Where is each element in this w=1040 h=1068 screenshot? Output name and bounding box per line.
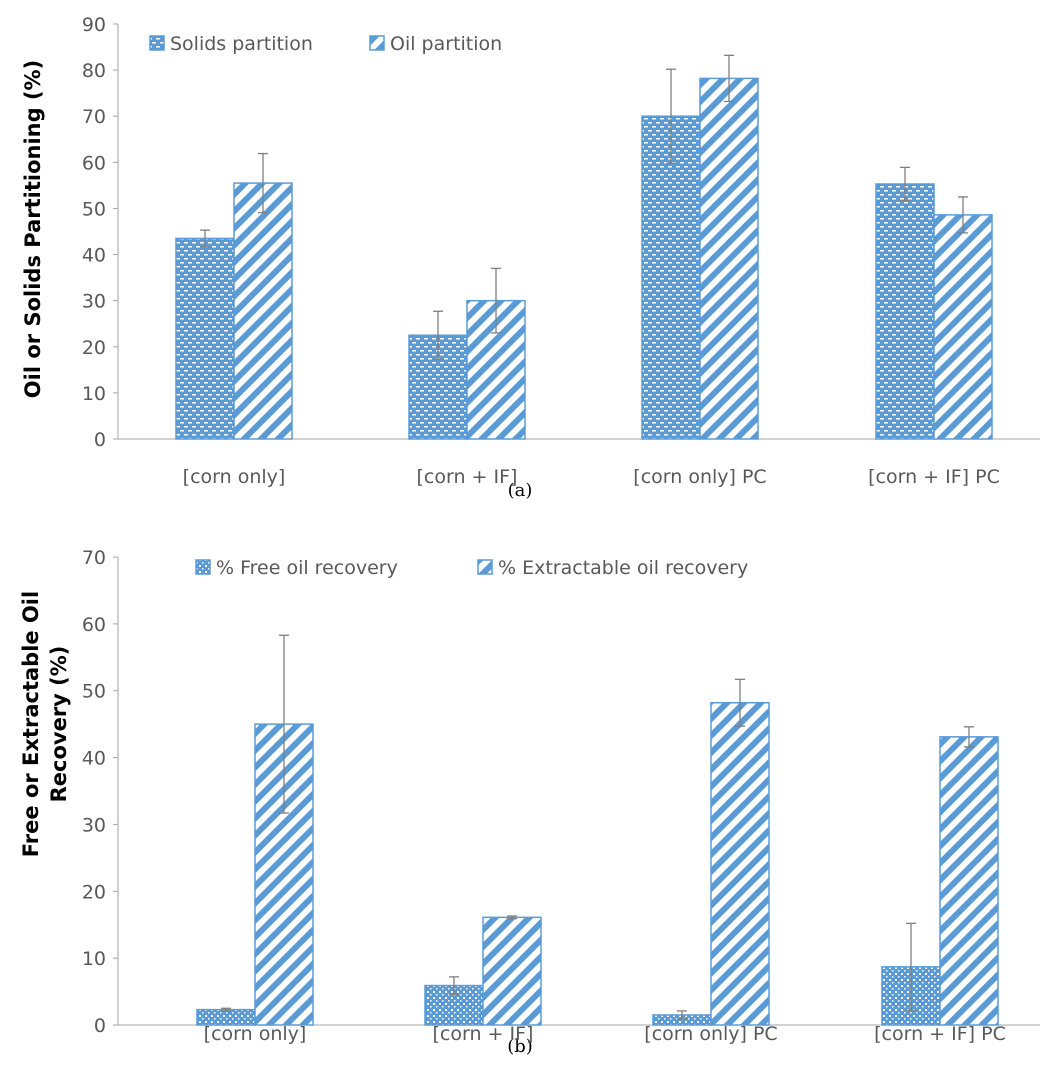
legend-label-solids: Solids partition xyxy=(170,33,313,55)
bar xyxy=(482,916,542,1026)
y-tick-label: 50 xyxy=(82,198,106,220)
x-category-label: [corn only] xyxy=(204,1023,307,1045)
y-tick-label: 40 xyxy=(82,245,106,267)
bar xyxy=(710,701,770,1026)
legend-label-extractable-oil: % Extractable oil recovery xyxy=(498,557,748,579)
y-tick-label: 90 xyxy=(82,14,106,36)
y-tick-label: 50 xyxy=(82,681,106,703)
y-tick-label: 40 xyxy=(82,748,106,770)
x-category-label: [corn + IF] PC xyxy=(874,1023,1006,1045)
y-axis-label-line-1: Free or Extractable Oil xyxy=(19,591,43,857)
bar xyxy=(933,214,993,440)
legend: % Free oil recovery % Extractable oil re… xyxy=(195,557,748,579)
y-axis-label: Oil or Solids Partitioning (%) xyxy=(21,60,45,398)
bar xyxy=(233,182,293,440)
panel-caption: (b) xyxy=(507,1036,533,1057)
bar xyxy=(939,736,999,1026)
y-tick-label: 20 xyxy=(82,881,106,903)
panel-caption: (a) xyxy=(508,480,533,501)
y-tick-label: 30 xyxy=(82,814,106,836)
legend-swatch-solids xyxy=(149,35,165,51)
chart-panel-b: Free or Extractable Oil Recovery (%) % F… xyxy=(19,547,1040,1057)
legend-swatch-oil xyxy=(369,35,385,51)
y-tick-label: 80 xyxy=(82,60,106,82)
x-category-label: [corn only] PC xyxy=(644,1023,777,1045)
bar xyxy=(699,77,759,440)
y-tick-label: 10 xyxy=(82,948,106,970)
y-tick-label: 70 xyxy=(82,547,106,569)
y-tick-label: 60 xyxy=(82,614,106,636)
legend-swatch-free-oil xyxy=(195,559,211,575)
bar xyxy=(175,237,235,440)
x-category-label: [corn + IF] PC xyxy=(868,466,1000,488)
y-tick-label: 20 xyxy=(82,337,106,359)
y-tick-label: 70 xyxy=(82,106,106,128)
legend: Solids partition Oil partition xyxy=(149,33,502,55)
y-tick-label: 0 xyxy=(94,1015,106,1037)
chart-panel-a: Oil or Solids Partitioning (%) Solids pa… xyxy=(21,14,1040,501)
bar xyxy=(466,299,526,440)
y-axis-label-line-2: Recovery (%) xyxy=(47,646,71,803)
x-category-label: [corn only] xyxy=(183,466,286,488)
x-category-label: [corn only] PC xyxy=(633,466,766,488)
bar xyxy=(875,183,935,440)
legend-label-oil: Oil partition xyxy=(390,33,502,55)
y-tick-label: 30 xyxy=(82,291,106,313)
x-category-label: [corn + IF] xyxy=(433,1023,534,1045)
y-tick-label: 10 xyxy=(82,383,106,405)
y-tick-label: 0 xyxy=(94,429,106,451)
y-tick-label: 60 xyxy=(82,152,106,174)
bar xyxy=(641,115,701,440)
x-category-label: [corn + IF] xyxy=(417,466,518,488)
legend-swatch-extractable-oil xyxy=(477,559,493,575)
legend-label-free-oil: % Free oil recovery xyxy=(216,557,398,579)
